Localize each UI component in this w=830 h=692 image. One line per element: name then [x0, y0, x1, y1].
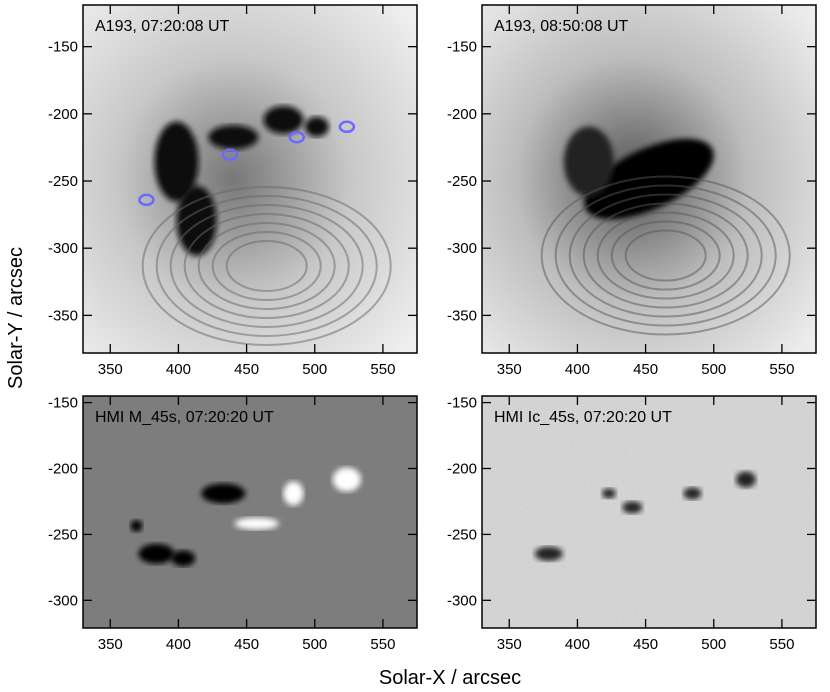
y-tick-label: -150: [48, 39, 78, 56]
x-axis-label: Solar-X / arcsec: [379, 667, 521, 689]
panel-label: HMI Ic_45s, 07:20:20 UT: [494, 409, 672, 426]
y-tick-label: -250: [447, 173, 477, 190]
x-tick-label: 400: [166, 361, 191, 378]
loop: [155, 195, 378, 337]
y-tick-label: -300: [48, 592, 78, 609]
loop: [225, 240, 308, 292]
granulation: [482, 396, 816, 628]
pos-polarity: [332, 467, 361, 492]
panel-3: [482, 396, 816, 628]
loop: [197, 222, 336, 310]
x-tick-label: 550: [370, 361, 395, 378]
x-tick-label: 550: [769, 361, 794, 378]
sunspot: [601, 488, 616, 499]
x-tick-label: 500: [302, 361, 327, 378]
x-tick-label: 350: [497, 361, 522, 378]
y-tick-label: -350: [447, 307, 477, 324]
dark-region: [563, 126, 614, 197]
frame: [82, 4, 418, 354]
image: [83, 5, 417, 353]
x-tick-label: 450: [633, 636, 658, 653]
loop: [568, 193, 763, 318]
contour: [288, 130, 306, 144]
neg-polarity: [130, 519, 143, 532]
y-tick-label: -150: [447, 395, 477, 412]
frame: [481, 395, 817, 629]
loop: [582, 202, 749, 309]
x-tick-label: 500: [701, 636, 726, 653]
y-tick-label: -200: [447, 461, 477, 478]
x-tick-label: 350: [98, 636, 123, 653]
x-tick-label: 500: [302, 636, 327, 653]
frame: [82, 395, 418, 629]
y-tick-label: -200: [447, 106, 477, 123]
y-tick-label: -300: [447, 240, 477, 257]
dark-region: [263, 105, 304, 134]
loop: [624, 229, 707, 282]
contour: [338, 120, 356, 134]
x-tick-label: 450: [234, 636, 259, 653]
loop: [540, 175, 791, 336]
loop: [596, 211, 735, 300]
sunspot: [622, 501, 643, 514]
y-tick-label: -300: [447, 592, 477, 609]
frame: [481, 4, 817, 354]
dark-region: [154, 121, 199, 202]
dark-region: [208, 125, 259, 150]
x-tick-label: 550: [370, 636, 395, 653]
y-tick-label: -350: [48, 307, 78, 324]
pos-polarity: [234, 517, 279, 530]
sunspot: [683, 487, 702, 500]
y-tick-label: -150: [48, 395, 78, 412]
sunspot: [534, 546, 563, 561]
y-tick-label: -250: [48, 526, 78, 543]
panel-label: HMI M_45s, 07:20:20 UT: [95, 409, 274, 426]
loop: [211, 231, 322, 301]
x-tick-label: 550: [769, 636, 794, 653]
neg-polarity: [171, 550, 196, 567]
x-tick-label: 400: [166, 636, 191, 653]
image: [83, 396, 417, 628]
neg-polarity: [138, 543, 175, 564]
loop: [183, 213, 350, 319]
dark-region: [304, 116, 329, 137]
x-tick-label: 350: [98, 361, 123, 378]
y-tick-label: -200: [48, 106, 78, 123]
y-tick-label: -300: [48, 240, 78, 257]
y-tick-label: -150: [447, 39, 477, 56]
x-tick-label: 500: [701, 361, 726, 378]
loop: [169, 204, 364, 328]
x-tick-label: 450: [633, 361, 658, 378]
panel-0: [83, 5, 417, 353]
panel-2: [83, 396, 417, 628]
y-axis-label: Solar-Y / arcsec: [5, 247, 27, 389]
pos-polarity: [283, 481, 304, 506]
y-tick-label: -200: [48, 461, 78, 478]
x-tick-label: 400: [565, 361, 590, 378]
panel-label: A193, 07:20:08 UT: [95, 18, 230, 35]
x-tick-label: 450: [234, 361, 259, 378]
x-tick-label: 350: [497, 636, 522, 653]
y-tick-label: -250: [48, 173, 78, 190]
loop: [610, 220, 721, 291]
contour: [221, 148, 239, 161]
panel-1: [482, 5, 816, 353]
dark-region: [584, 138, 714, 220]
contour: [138, 193, 155, 207]
sunspot: [735, 471, 756, 488]
loop: [554, 184, 777, 327]
x-tick-label: 400: [565, 636, 590, 653]
dark-region: [176, 185, 217, 256]
y-tick-label: -250: [447, 526, 477, 543]
loop: [141, 186, 392, 346]
panel-label: A193, 08:50:08 UT: [494, 18, 629, 35]
neg-polarity: [201, 483, 246, 504]
